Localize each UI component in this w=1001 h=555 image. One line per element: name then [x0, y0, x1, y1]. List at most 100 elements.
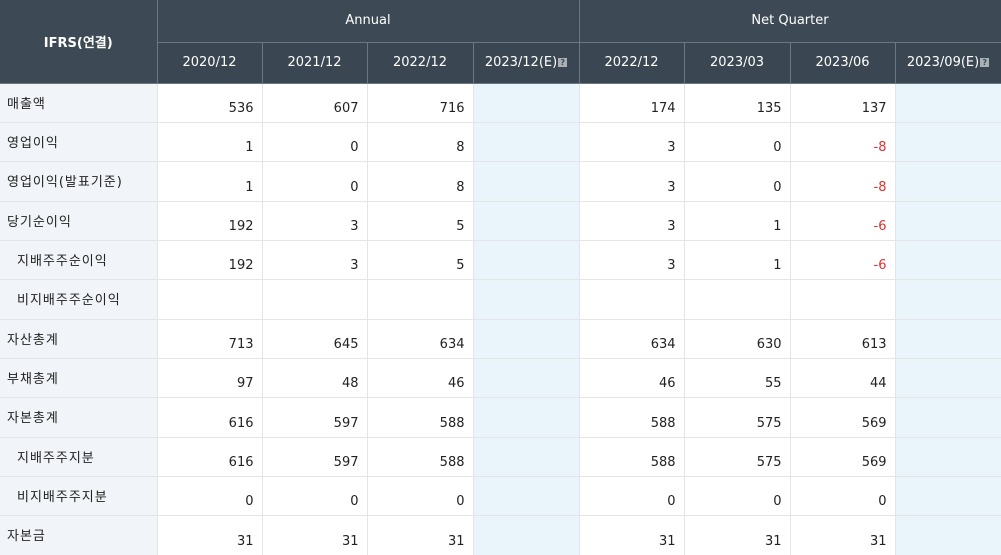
estimate-cell [473, 476, 580, 517]
value-cell: 616 [157, 437, 263, 477]
value-cell: 0 [579, 476, 685, 517]
estimate-cell [473, 122, 580, 163]
period-header: 2020/12 [157, 42, 263, 84]
table-row: 비지배주주지분 0 0 0 0 0 0 [0, 476, 1001, 517]
value-cell: 0 [262, 122, 368, 163]
value-cell: 31 [790, 515, 896, 555]
value-cell: 575 [684, 437, 791, 477]
value-cell: -8 [790, 122, 896, 163]
row-label: 비지배주주순이익 [0, 279, 158, 320]
value-cell: -6 [790, 240, 896, 281]
value-cell: 588 [579, 437, 685, 477]
value-cell: 5 [367, 240, 474, 281]
value-cell: 192 [157, 201, 263, 241]
value-cell: 3 [262, 201, 368, 241]
estimate-cell [895, 161, 1001, 202]
estimate-cell [895, 358, 1001, 399]
value-cell: 0 [367, 476, 474, 517]
value-cell: 31 [367, 515, 474, 555]
estimate-cell [895, 201, 1001, 241]
value-cell: 0 [262, 161, 368, 202]
value-cell: 192 [157, 240, 263, 281]
value-cell [579, 279, 685, 320]
value-cell: 31 [579, 515, 685, 555]
value-cell: 0 [790, 476, 896, 517]
table-row: 자본금 31 31 31 31 31 31 [0, 515, 1001, 555]
row-label: 자본총계 [0, 397, 158, 438]
value-cell: 31 [157, 515, 263, 555]
value-cell: 3 [579, 122, 685, 163]
value-cell: 616 [157, 397, 263, 438]
value-cell: 1 [157, 122, 263, 163]
value-cell: 569 [790, 397, 896, 438]
value-cell [790, 279, 896, 320]
value-cell: -6 [790, 201, 896, 241]
value-cell: 8 [367, 161, 474, 202]
value-cell: 3 [579, 240, 685, 281]
estimate-cell [473, 437, 580, 477]
estimate-cell [473, 201, 580, 241]
estimate-cell [895, 397, 1001, 438]
estimate-cell [473, 358, 580, 399]
period-header: 2022/12 [579, 42, 685, 84]
value-cell: 1 [157, 161, 263, 202]
table-row: 당기순이익 192 3 5 3 1 -6 [0, 201, 1001, 241]
estimate-cell [895, 437, 1001, 477]
value-cell: 613 [790, 319, 896, 359]
value-cell: 597 [262, 437, 368, 477]
value-cell: 713 [157, 319, 263, 359]
value-cell: 46 [579, 358, 685, 399]
table-row: 지배주주순이익 192 3 5 3 1 -6 [0, 240, 1001, 281]
value-cell: 0 [684, 122, 791, 163]
value-cell: 31 [262, 515, 368, 555]
row-label: 자본금 [0, 515, 158, 555]
value-cell: 569 [790, 437, 896, 477]
table-row: 자본총계 616 597 588 588 575 569 [0, 397, 1001, 438]
value-cell [157, 279, 263, 320]
estimate-cell [895, 515, 1001, 555]
row-label: 지배주주순이익 [0, 240, 158, 281]
help-icon[interactable]: ? [558, 58, 568, 67]
value-cell: 8 [367, 122, 474, 163]
estimate-cell [895, 476, 1001, 517]
period-header: 2021/12 [262, 42, 368, 84]
value-cell: 31 [684, 515, 791, 555]
value-cell: 44 [790, 358, 896, 399]
table-row: 비지배주주순이익 [0, 279, 1001, 320]
row-label: 영업이익(발표기준) [0, 161, 158, 202]
value-cell [367, 279, 474, 320]
estimate-cell [895, 83, 1001, 123]
value-cell: 634 [367, 319, 474, 359]
annual-header: Annual [157, 0, 580, 43]
value-cell: 575 [684, 397, 791, 438]
value-cell: 97 [157, 358, 263, 399]
estimate-cell [473, 161, 580, 202]
value-cell: -8 [790, 161, 896, 202]
help-icon[interactable]: ? [980, 58, 990, 67]
ifrs-header: IFRS(연결) [0, 0, 158, 84]
value-cell: 630 [684, 319, 791, 359]
table-row: 자산총계 713 645 634 634 630 613 [0, 319, 1001, 359]
value-cell: 536 [157, 83, 263, 123]
value-cell: 1 [684, 201, 791, 241]
value-cell: 48 [262, 358, 368, 399]
row-label: 비지배주주지분 [0, 476, 158, 517]
value-cell: 5 [367, 201, 474, 241]
estimate-cell [895, 279, 1001, 320]
row-label: 당기순이익 [0, 201, 158, 241]
table-row: 영업이익(발표기준) 1 0 8 3 0 -8 [0, 161, 1001, 202]
value-cell: 137 [790, 83, 896, 123]
value-cell: 135 [684, 83, 791, 123]
value-cell [262, 279, 368, 320]
table-row: 영업이익 1 0 8 3 0 -8 [0, 122, 1001, 163]
period-header-estimate: 2023/09(E)? [895, 42, 1001, 84]
table-row: 부채총계 97 48 46 46 55 44 [0, 358, 1001, 399]
value-cell: 716 [367, 83, 474, 123]
value-cell: 607 [262, 83, 368, 123]
value-cell: 0 [157, 476, 263, 517]
value-cell: 634 [579, 319, 685, 359]
value-cell: 3 [262, 240, 368, 281]
estimate-cell [895, 122, 1001, 163]
value-cell: 0 [684, 476, 791, 517]
row-label: 지배주주지분 [0, 437, 158, 477]
